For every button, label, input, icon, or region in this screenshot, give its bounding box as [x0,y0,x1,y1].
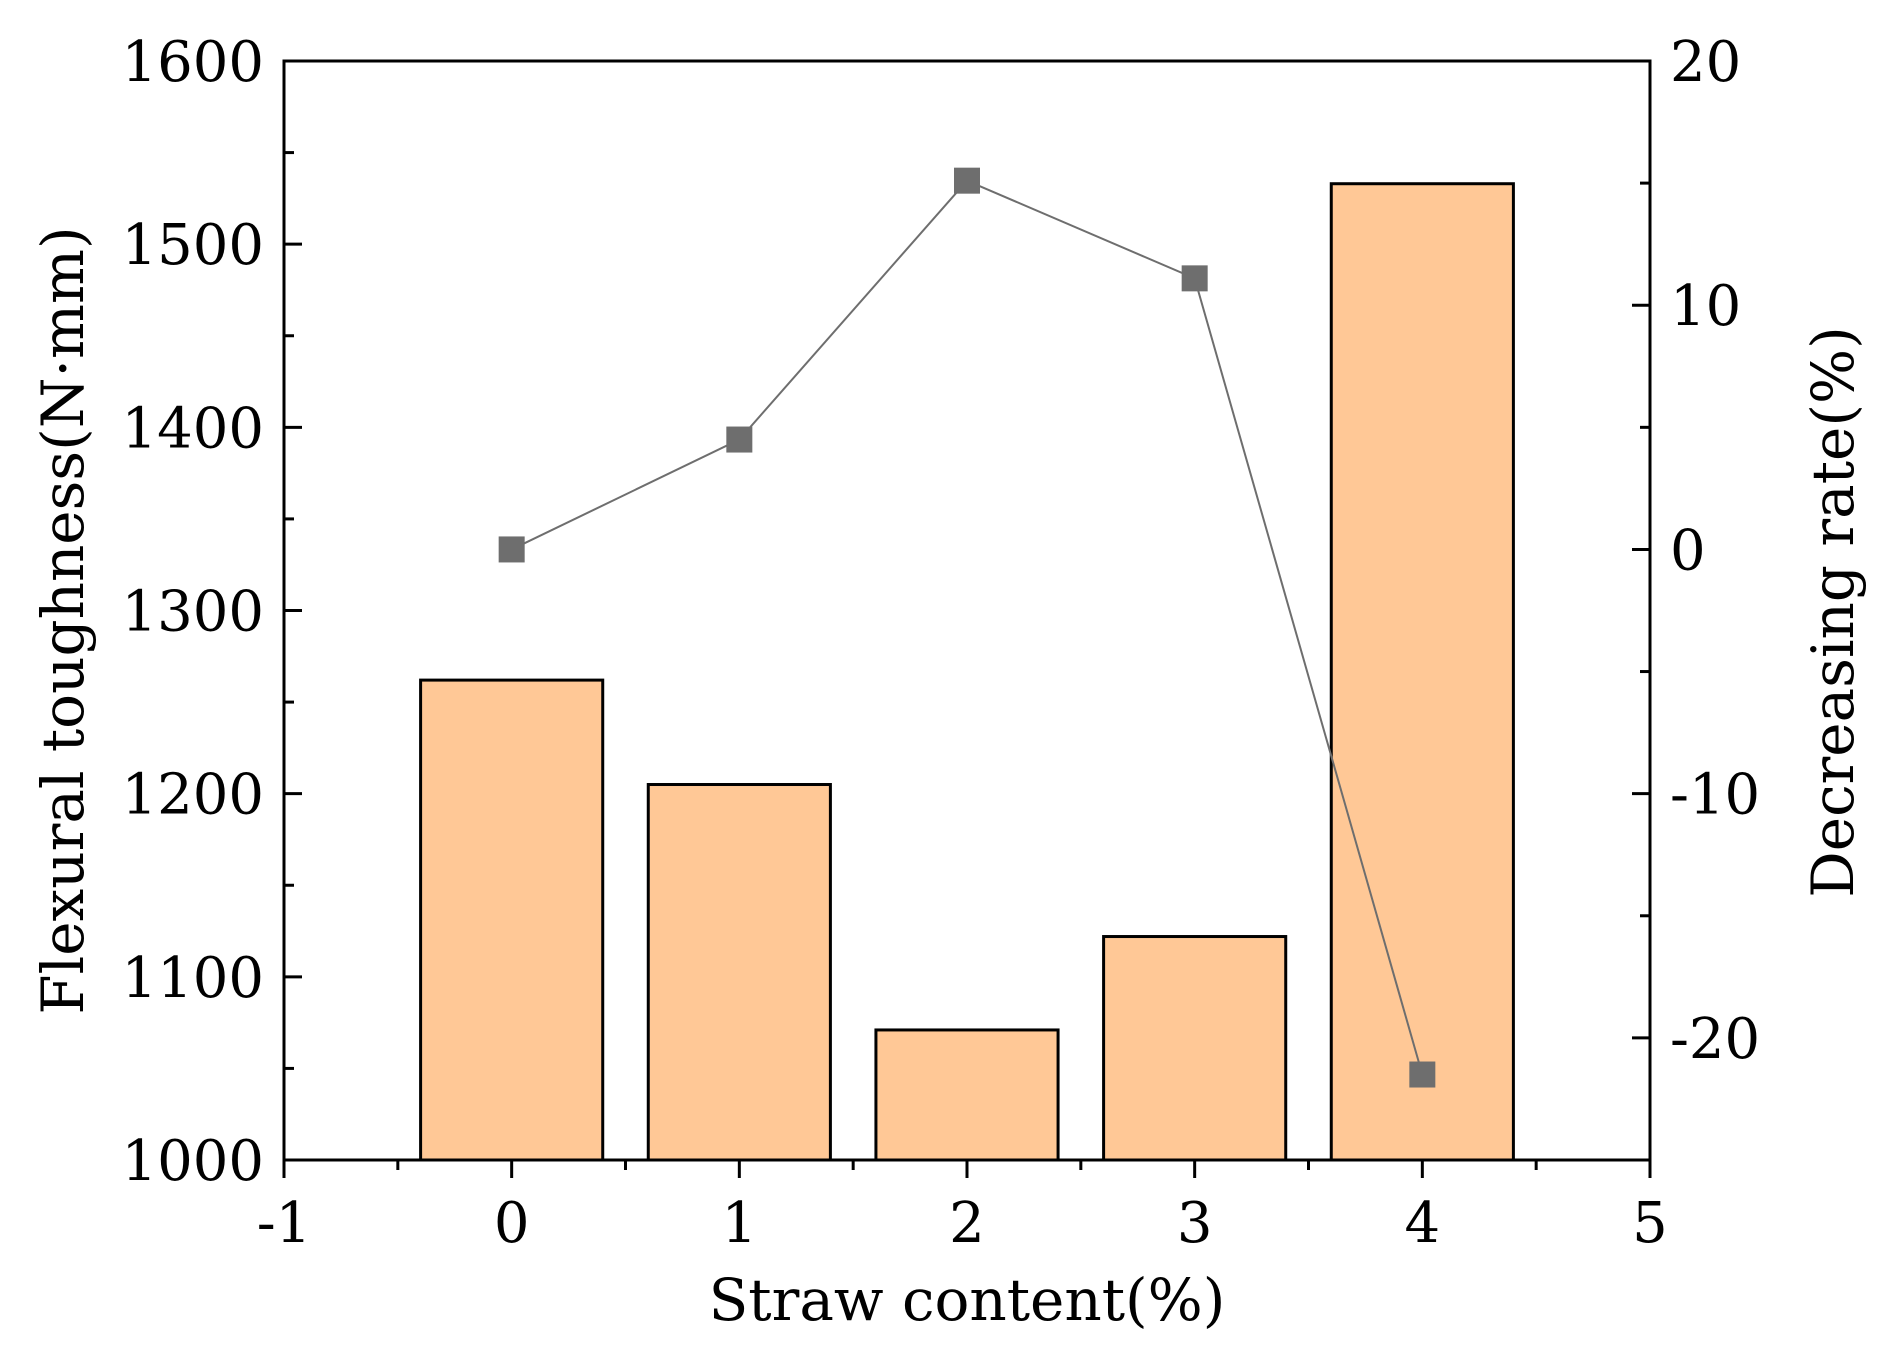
line-marker [726,426,753,453]
x-tick-label: 3 [1177,1191,1213,1256]
y2-tick-label: 20 [1670,30,1741,95]
y2-tick-label: -20 [1670,1007,1760,1072]
x-tick-label: 0 [494,1191,530,1256]
x-tick-label: -1 [257,1191,312,1256]
line-marker [1409,1061,1436,1088]
bar [1329,182,1515,1162]
line-marker [1181,265,1208,292]
y-tick-label: 1600 [121,30,264,95]
bar [646,783,832,1162]
bar [419,678,605,1162]
x-tick-label: 2 [949,1191,985,1256]
y-tick-label: 1000 [121,1129,264,1194]
x-tick-label: 1 [722,1191,758,1256]
y2-tick-label: 10 [1670,274,1741,339]
tick-labels: -1 0 1 2 3 4 51000110012001300140015001600-20-… [121,30,1760,1256]
bar [874,1028,1060,1162]
line-series [498,167,1436,1088]
line-marker [498,536,525,563]
x-tick-label: 5 [1632,1191,1668,1256]
x-axis-label: Straw content(%) [709,1266,1226,1334]
x-tick-label: 4 [1405,1191,1441,1256]
y-tick-label: 1200 [121,763,264,828]
bar-series [419,182,1515,1162]
y2-tick-label: -10 [1670,763,1760,828]
y-tick-label: 1300 [121,580,264,645]
y2-tick-label: 0 [1670,518,1706,583]
bar [1102,935,1288,1162]
y-axis-label: Flexural toughness(N·mm) [29,226,97,1014]
y-tick-label: 1400 [121,396,264,461]
line-marker [954,167,980,194]
y-tick-label: 1500 [121,213,264,278]
plot-frame [282,59,1652,1162]
y2-axis-label: Decreasing rate(%) [1799,326,1867,897]
y-tick-label: 1100 [121,946,264,1011]
